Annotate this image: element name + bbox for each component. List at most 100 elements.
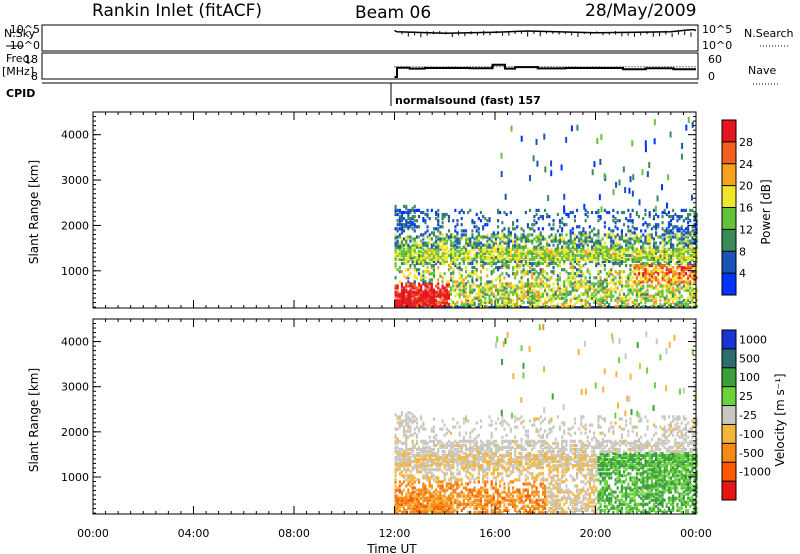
power-cell — [576, 268, 579, 272]
power-cell — [661, 253, 664, 257]
power-cell — [635, 294, 638, 298]
vel-cell — [447, 468, 450, 472]
power-cell — [403, 225, 406, 229]
power-cell — [635, 210, 638, 215]
vel-cell — [460, 449, 463, 454]
vel-cell — [407, 453, 410, 458]
vel-cell — [490, 494, 493, 498]
power-cell — [691, 294, 694, 298]
vel-cell — [424, 458, 427, 462]
vel-cell — [505, 494, 508, 498]
power-cell — [682, 268, 685, 272]
power-cell — [689, 219, 692, 223]
power-cell — [689, 286, 692, 290]
vel-cell — [407, 460, 410, 464]
power-cell — [646, 239, 649, 243]
vel-cell — [432, 425, 435, 429]
vel-cell — [482, 504, 485, 508]
power-cell — [695, 251, 698, 255]
power-cell — [676, 304, 679, 308]
vel-cell — [473, 468, 476, 472]
power-cell — [424, 221, 427, 225]
vel-cell — [422, 456, 425, 460]
power-cell — [625, 241, 628, 245]
power-cell — [670, 296, 673, 300]
vel-cell — [507, 490, 510, 494]
power-cell — [522, 253, 525, 257]
power-cell — [627, 278, 630, 282]
power-cell — [691, 257, 694, 261]
power-cell — [539, 239, 542, 243]
power-cell — [443, 272, 446, 276]
power-cell — [601, 296, 604, 300]
power-cell — [578, 268, 581, 272]
power-cell — [565, 290, 568, 294]
power-cell — [411, 282, 414, 286]
power-cell — [520, 227, 523, 231]
power-cell — [605, 300, 608, 304]
vel-cell — [411, 419, 414, 423]
power-cell — [403, 296, 406, 300]
power-cell — [633, 257, 636, 261]
power-cell — [631, 276, 634, 280]
vel-cell — [394, 456, 397, 460]
power-cell — [432, 266, 435, 270]
vel-cell — [415, 433, 418, 437]
power-cell — [616, 280, 619, 284]
power-cell — [665, 261, 668, 266]
power-cell — [486, 239, 489, 243]
vel-cell — [443, 458, 446, 462]
vel-cell — [469, 488, 472, 492]
power-cell — [569, 237, 572, 241]
power-cell — [411, 253, 414, 257]
power-cell — [631, 245, 634, 249]
vel-cell — [477, 460, 480, 464]
vel-cell — [465, 470, 468, 474]
power-cell — [605, 251, 608, 255]
power-cell — [580, 282, 583, 286]
power-cell — [405, 288, 408, 292]
power-cell — [422, 294, 425, 298]
vel-cell — [445, 453, 448, 458]
power-cell — [411, 217, 414, 221]
vel-cell — [418, 504, 421, 508]
power-cell — [494, 304, 497, 308]
power-cell — [580, 278, 583, 282]
power-cell — [655, 264, 658, 268]
power-cell — [512, 292, 515, 296]
power-cell — [426, 208, 429, 212]
vel-cell — [475, 492, 478, 496]
power-cell — [650, 251, 653, 255]
power-cell — [657, 235, 660, 239]
power-cell — [548, 223, 551, 227]
power-cell — [586, 233, 589, 237]
vel-cell — [445, 462, 448, 466]
power-cell — [405, 296, 408, 300]
power-cell — [479, 302, 482, 306]
power-cell — [544, 251, 547, 255]
power-cell — [689, 261, 692, 266]
power-cell — [616, 210, 619, 215]
power-cell — [439, 237, 442, 241]
power-cell — [682, 219, 685, 223]
power-cell — [418, 294, 421, 298]
power-cell — [435, 294, 438, 298]
power-cell — [428, 286, 431, 290]
power-cell — [439, 255, 442, 259]
vel-cell — [437, 500, 440, 504]
vel-cell — [505, 462, 508, 466]
power-cell — [484, 261, 487, 266]
vel-cell — [497, 449, 500, 454]
power-cell — [418, 296, 421, 300]
power-cell — [595, 259, 598, 264]
power-cell — [586, 292, 589, 296]
power-cell — [522, 294, 525, 298]
vel-cell — [411, 504, 414, 508]
power-cell — [503, 251, 506, 255]
power-cell — [556, 251, 559, 255]
power-cell — [488, 243, 491, 247]
power-cell — [524, 251, 527, 255]
vel-cell — [418, 427, 421, 431]
freq-tick-top: 18 — [24, 53, 38, 66]
power-cell — [499, 286, 502, 290]
